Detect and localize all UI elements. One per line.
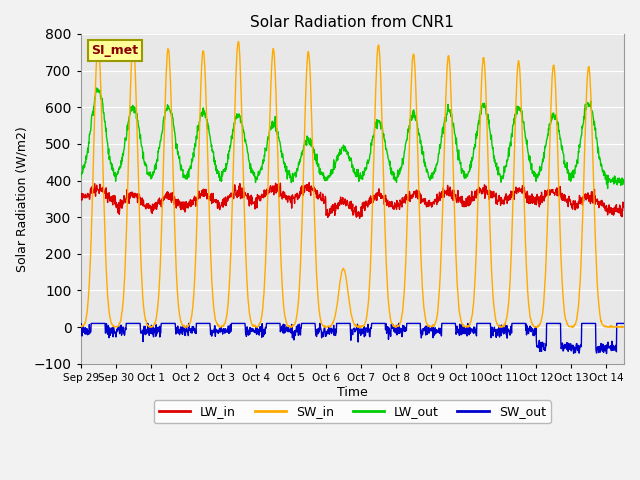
Y-axis label: Solar Radiation (W/m2): Solar Radiation (W/m2) — [15, 126, 28, 272]
X-axis label: Time: Time — [337, 385, 367, 398]
Title: Solar Radiation from CNR1: Solar Radiation from CNR1 — [250, 15, 454, 30]
Legend: LW_in, SW_in, LW_out, SW_out: LW_in, SW_in, LW_out, SW_out — [154, 400, 550, 423]
Text: SI_met: SI_met — [92, 44, 139, 57]
